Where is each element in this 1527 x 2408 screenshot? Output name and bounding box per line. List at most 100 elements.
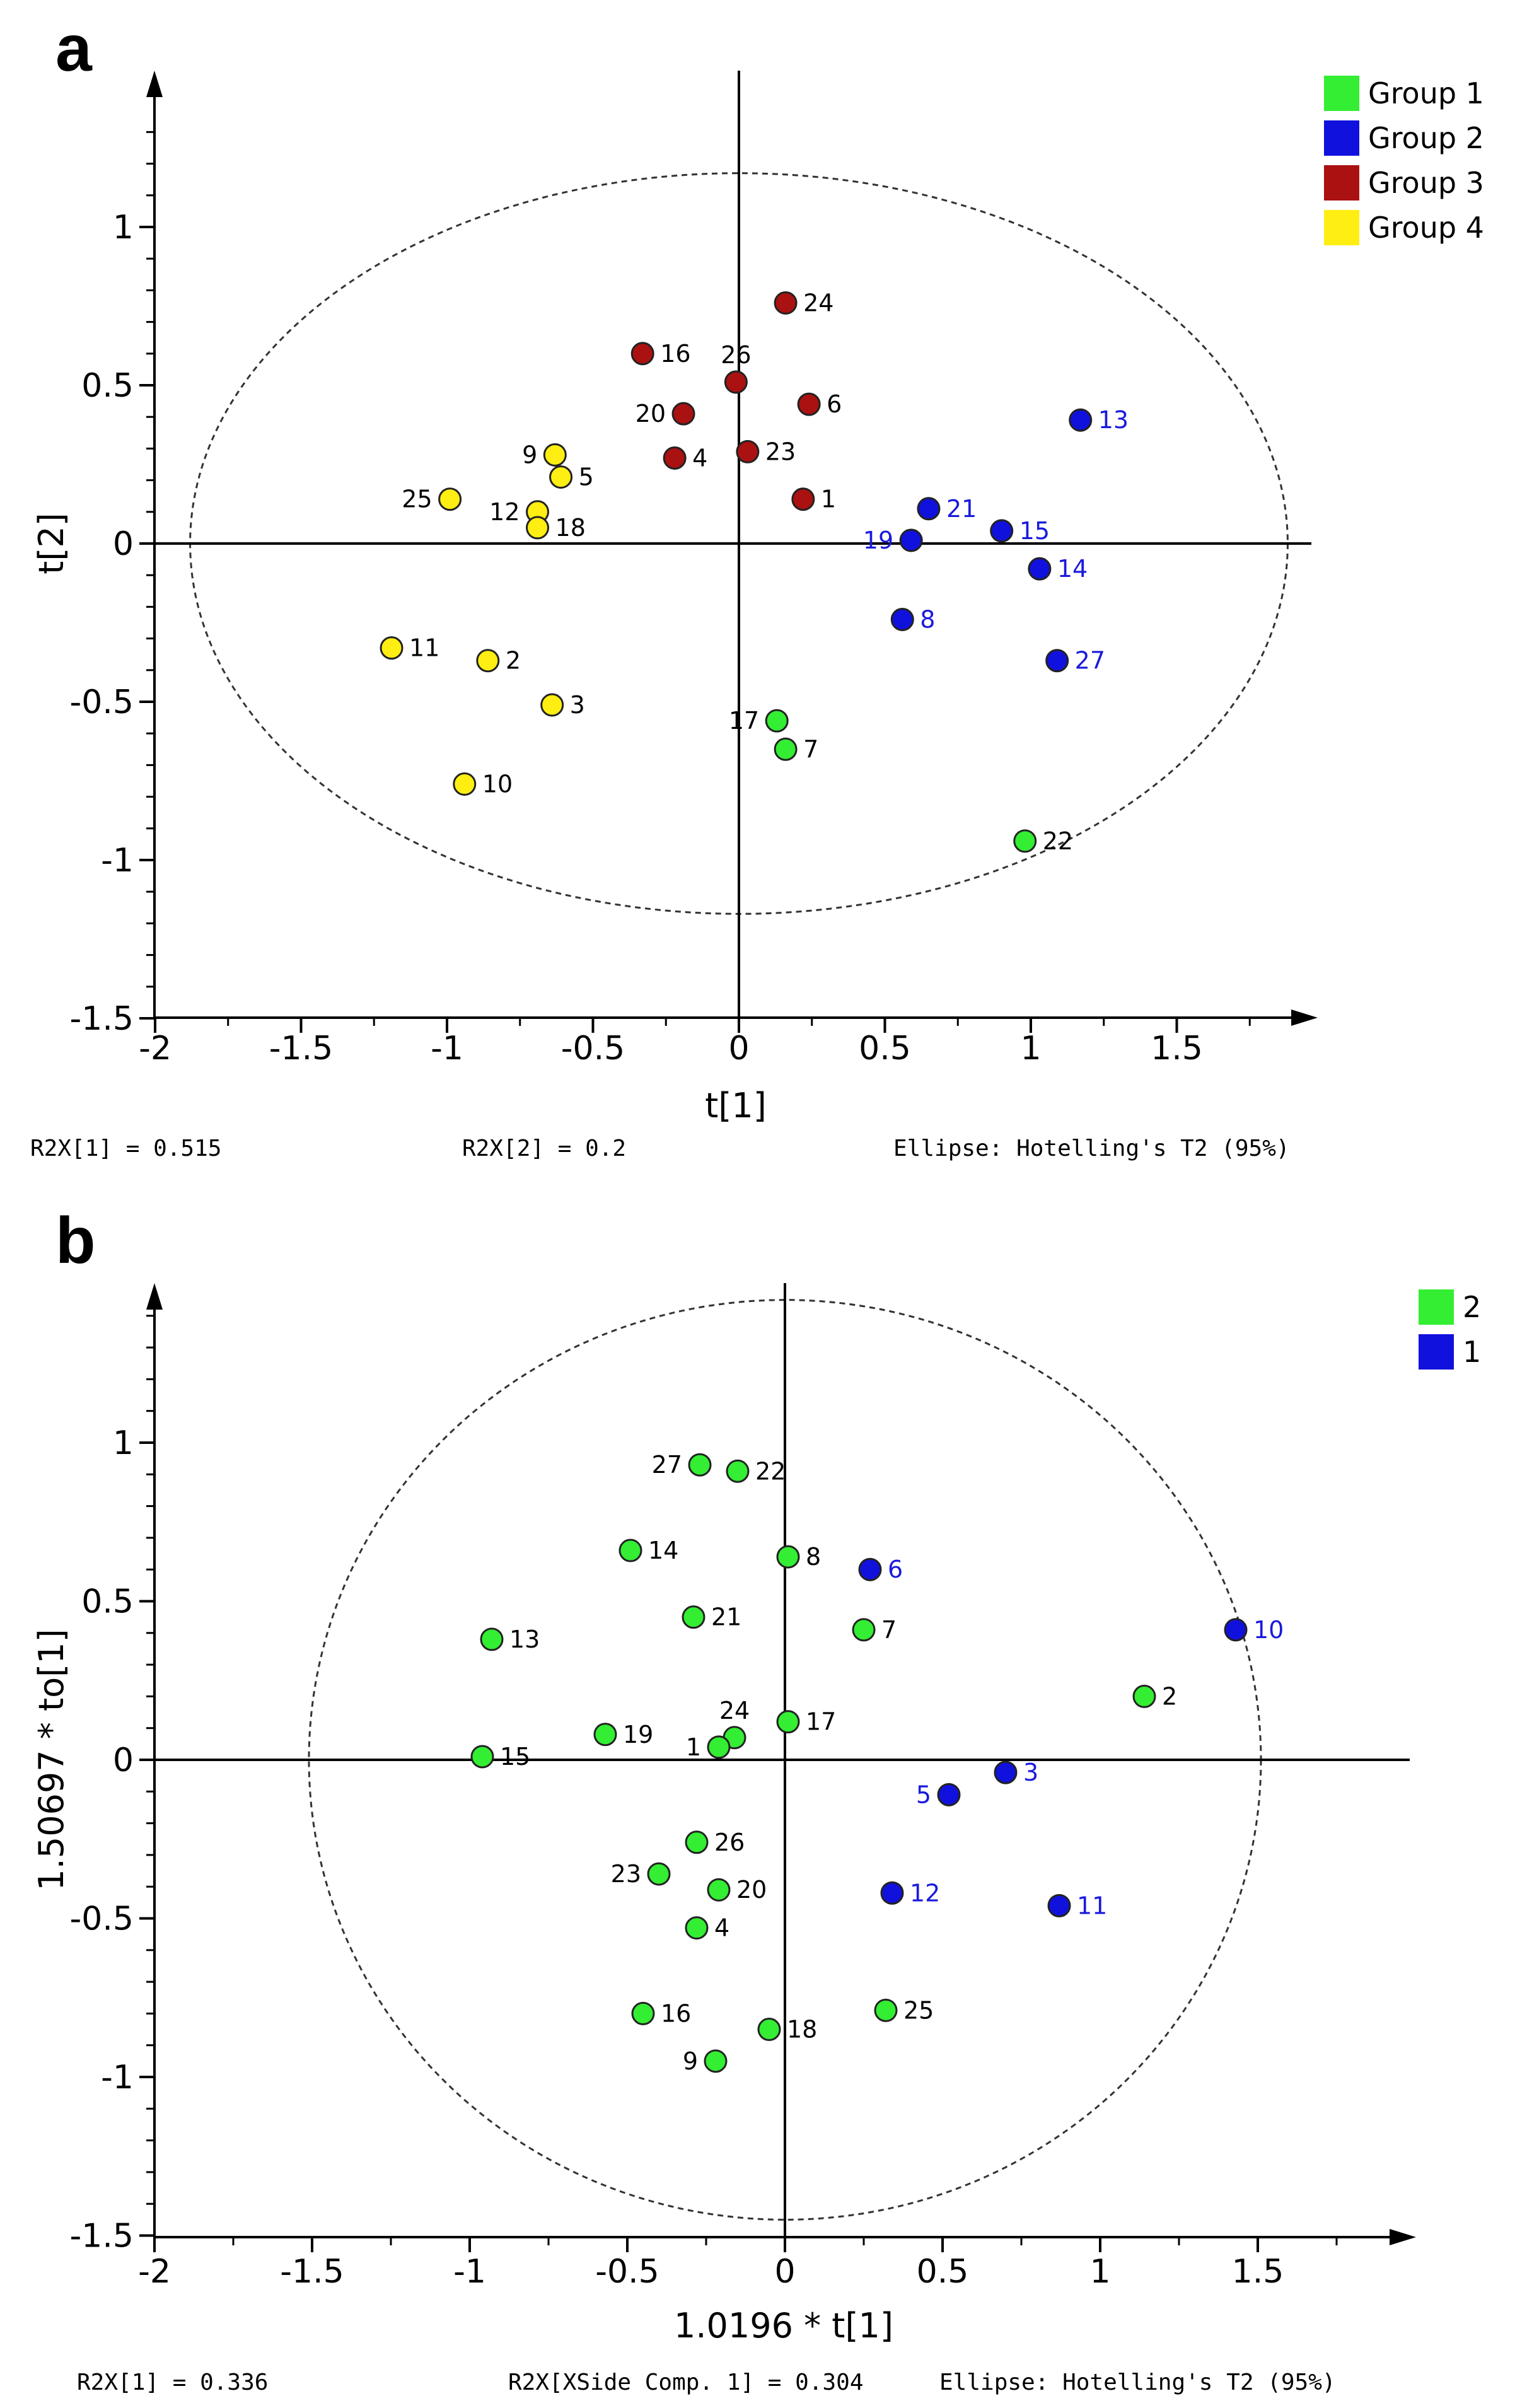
legend-label-a-group-1: Group 1 xyxy=(1368,76,1484,110)
x-tick-label-b: -0.5 xyxy=(595,2253,659,2291)
y-tick-label-a: -1 xyxy=(101,842,134,880)
point-label-b-23: 23 xyxy=(611,1860,641,1888)
y-axis-title-a: t[2] xyxy=(32,513,71,574)
point-a-14 xyxy=(1028,557,1052,581)
point-a-22 xyxy=(1013,829,1037,853)
point-label-a-14: 14 xyxy=(1057,555,1088,583)
point-label-a-16: 16 xyxy=(660,340,690,368)
point-label-b-7: 7 xyxy=(881,1616,897,1644)
point-label-b-22: 22 xyxy=(755,1457,786,1485)
point-label-b-5: 5 xyxy=(916,1781,931,1808)
point-label-a-18: 18 xyxy=(555,514,586,542)
y-axis-arrow-a xyxy=(146,71,163,97)
point-b-9 xyxy=(704,2049,728,2073)
point-label-a-9: 9 xyxy=(522,441,537,468)
point-b-11 xyxy=(1047,1893,1071,1917)
point-b-25 xyxy=(874,1998,898,2022)
x-tick-label-a: -0.5 xyxy=(561,1030,625,1067)
point-b-26 xyxy=(685,1830,709,1854)
panel-a-letter: a xyxy=(55,12,93,85)
point-b-19 xyxy=(593,1723,617,1747)
x-tick-label-a: -1.5 xyxy=(269,1030,333,1067)
x-tick-label-a: 0.5 xyxy=(859,1030,911,1067)
x-tick-label-b: 0 xyxy=(774,2253,795,2291)
y-tick-label-b: -0.5 xyxy=(70,1900,134,1938)
point-a-10 xyxy=(453,772,477,796)
point-b-5 xyxy=(937,1783,961,1806)
point-a-11 xyxy=(380,636,404,660)
point-b-3 xyxy=(994,1760,1018,1784)
y-tick-label-a: 0.5 xyxy=(81,367,134,405)
point-a-16 xyxy=(630,342,654,366)
y-axis-arrow-b xyxy=(146,1283,163,1310)
point-b-12 xyxy=(880,1881,904,1905)
point-label-a-20: 20 xyxy=(636,400,666,428)
y-tick-label-a: -0.5 xyxy=(70,683,134,721)
y-tick-label-a: 1 xyxy=(113,209,134,247)
point-label-b-27: 27 xyxy=(652,1451,682,1479)
point-a-15 xyxy=(990,519,1014,543)
y-tick-label-b: 0 xyxy=(113,1742,134,1779)
point-a-4 xyxy=(663,446,687,470)
point-a-17 xyxy=(765,709,789,733)
point-label-b-4: 4 xyxy=(714,1914,729,1942)
point-label-b-24: 24 xyxy=(719,1697,750,1725)
x-tick-label-a: 1.5 xyxy=(1151,1030,1203,1067)
point-label-b-3: 3 xyxy=(1023,1759,1038,1786)
point-a-21 xyxy=(917,497,941,521)
footer-b-ellipse: Ellipse: Hotelling's T2 (95%) xyxy=(939,2370,1336,2395)
legend-swatch-a-group-4 xyxy=(1324,210,1359,245)
point-a-18 xyxy=(526,516,550,540)
point-label-a-5: 5 xyxy=(579,463,594,491)
point-a-8 xyxy=(890,607,914,631)
footer-b-r2x1: R2X[1] = 0.336 xyxy=(77,2370,268,2395)
footer-a-ellipse: Ellipse: Hotelling's T2 (95%) xyxy=(893,1136,1290,1161)
point-b-10 xyxy=(1224,1618,1248,1642)
legend-b: 21 xyxy=(1419,1289,1481,1370)
x-tick-label-b: -1 xyxy=(453,2253,486,2291)
point-label-a-22: 22 xyxy=(1043,827,1073,855)
point-b-16 xyxy=(631,2001,655,2025)
x-tick-label-b: 0.5 xyxy=(917,2253,969,2291)
point-a-6 xyxy=(797,392,821,416)
point-label-b-21: 21 xyxy=(711,1603,741,1631)
x-tick-label-b: -1.5 xyxy=(280,2253,344,2291)
point-b-14 xyxy=(618,1538,642,1562)
point-b-17 xyxy=(776,1710,800,1734)
point-label-b-16: 16 xyxy=(661,1999,691,2027)
point-b-18 xyxy=(757,2018,781,2042)
point-label-a-26: 26 xyxy=(721,341,751,369)
point-label-b-17: 17 xyxy=(806,1708,836,1736)
point-label-b-13: 13 xyxy=(509,1626,540,1653)
point-a-1 xyxy=(791,487,815,511)
legend-label-b-1: 1 xyxy=(1463,1335,1481,1369)
point-label-a-13: 13 xyxy=(1098,406,1129,434)
y-tick-label-b: 1 xyxy=(113,1424,134,1462)
y-tick-label-a: 0 xyxy=(113,525,134,563)
point-label-b-11: 11 xyxy=(1077,1892,1107,1919)
point-label-a-10: 10 xyxy=(482,771,513,798)
legend-swatch-a-group-3 xyxy=(1324,165,1359,201)
point-label-a-8: 8 xyxy=(920,605,935,633)
point-label-b-20: 20 xyxy=(736,1876,767,1904)
legend-label-b-2: 2 xyxy=(1463,1290,1481,1324)
point-label-a-3: 3 xyxy=(570,691,585,719)
point-label-a-11: 11 xyxy=(409,634,439,662)
point-label-a-2: 2 xyxy=(506,647,521,675)
x-axis-title-a: t[1] xyxy=(705,1086,767,1125)
point-b-6 xyxy=(858,1557,882,1581)
panel-b-letter: b xyxy=(55,1204,96,1277)
point-label-b-14: 14 xyxy=(648,1537,678,1564)
point-label-b-19: 19 xyxy=(623,1721,653,1748)
legend-label-a-group-3: Group 3 xyxy=(1368,166,1484,200)
x-tick-label-b: 1 xyxy=(1089,2253,1110,2291)
point-a-13 xyxy=(1069,408,1093,432)
point-label-a-21: 21 xyxy=(946,495,977,523)
point-label-a-24: 24 xyxy=(803,289,833,317)
x-tick-label-a: 1 xyxy=(1020,1030,1041,1067)
point-a-9 xyxy=(543,443,567,467)
x-axis-title-b: 1.0196 * t[1] xyxy=(674,2306,893,2346)
point-label-b-1: 1 xyxy=(686,1733,701,1761)
point-label-a-15: 15 xyxy=(1019,517,1050,545)
point-label-b-25: 25 xyxy=(903,1996,934,2024)
